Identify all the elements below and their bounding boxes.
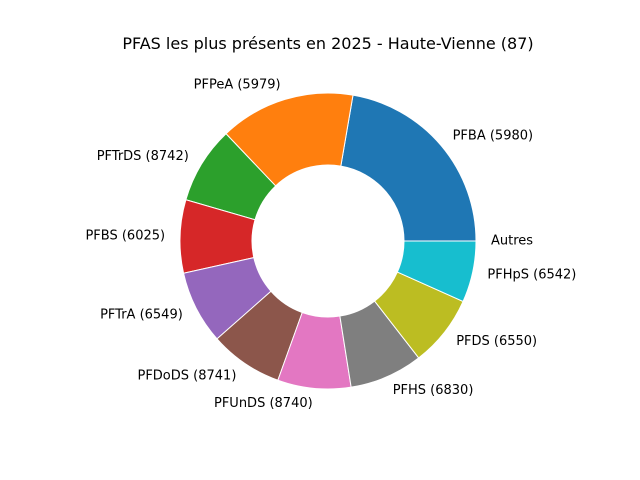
label-pftrds-8742: PFTrDS (8742) (97, 149, 189, 164)
slice-pfhps-6542 (396, 240, 477, 303)
chart-title: PFAS les plus présents en 2025 - Haute-V… (122, 34, 533, 53)
slice-pfba-5980 (340, 94, 477, 242)
label-pfhs-6830: PFHS (6830) (393, 383, 474, 398)
label-pfdods-8741: PFDoDS (8741) (137, 368, 236, 383)
label-autres: Autres (491, 234, 533, 249)
label-pftra-6549: PFTrA (6549) (100, 308, 183, 323)
label-pfba-5980: PFBA (5980) (453, 128, 533, 143)
donut-slices (179, 92, 477, 390)
label-pfds-6550: PFDS (6550) (456, 334, 537, 349)
slice-labels: PFBA (5980) PFPeA (5979) PFTrDS (8742) PFBS… (85, 78, 576, 411)
label-pfhps-6542: PFHpS (6542) (487, 268, 576, 283)
label-pfbs-6025: PFBS (6025) (85, 228, 165, 243)
label-pfunds-8740: PFUnDS (8740) (214, 396, 313, 411)
label-pfpea-5979: PFPeA (5979) (194, 78, 281, 93)
